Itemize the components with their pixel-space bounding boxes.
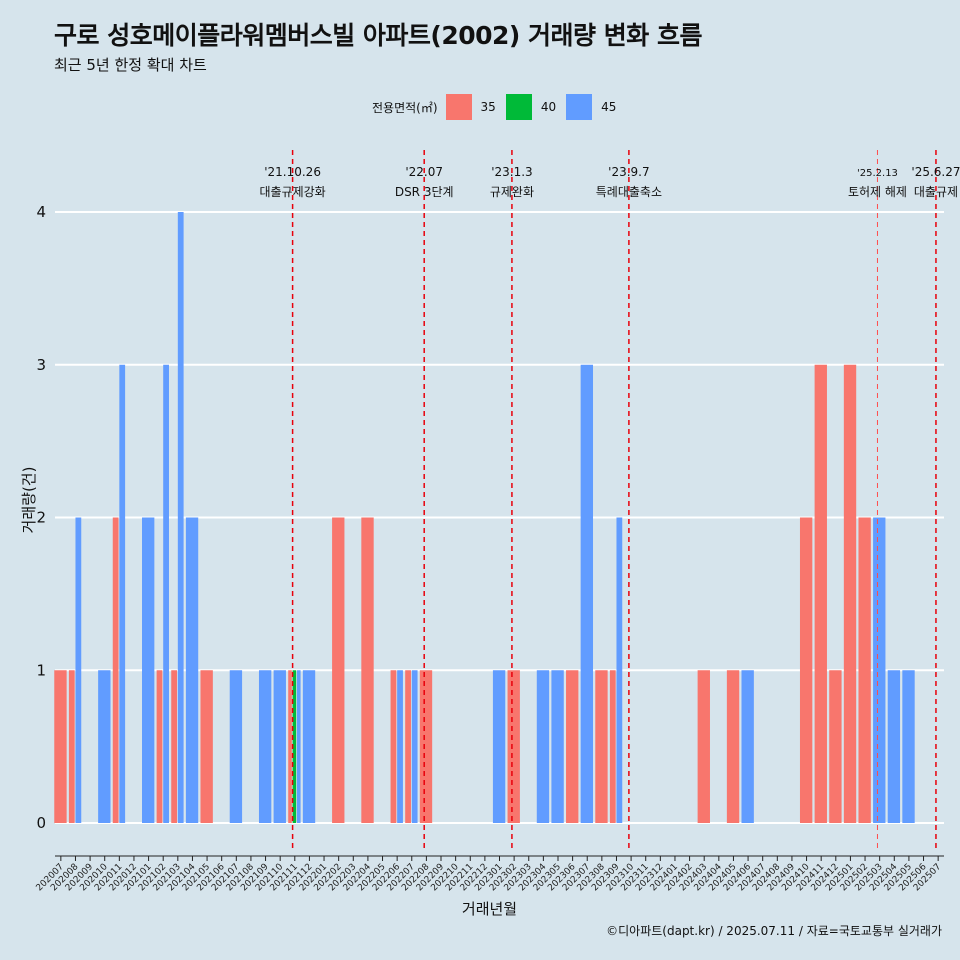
y-axis-title: 거래량(건) <box>20 467 38 534</box>
legend-label-35: 35 <box>480 100 496 114</box>
chart-title: 구로 성호메이플라워멤버스빌 아파트(2002) 거래량 변화 흐름 <box>54 21 702 50</box>
bar-45-202504 <box>887 670 901 823</box>
bar-45-202309 <box>616 517 623 823</box>
legend-item-35: 35 <box>445 94 496 120</box>
event-label: DSR 3단계 <box>395 185 454 199</box>
bar-45-202305 <box>551 670 564 823</box>
bar-45-202207 <box>411 670 418 823</box>
legend: 전용면적(㎡) 35 40 45 <box>372 93 626 121</box>
bar-35-202208 <box>419 670 433 823</box>
bar-35-202103 <box>171 670 178 823</box>
legend-title: 전용면적(㎡) <box>372 100 438 115</box>
bar-45-202110 <box>273 670 286 823</box>
bar-35-202111 <box>288 670 292 823</box>
bar-45-202010 <box>98 670 111 823</box>
bar-45-202109 <box>258 670 272 823</box>
bar-35-202011 <box>112 517 119 823</box>
event-label: 규제완화 <box>490 185 534 199</box>
bar-45-202206 <box>397 670 403 823</box>
y-tick-label: 2 <box>36 509 46 527</box>
bar-35-202403 <box>697 670 710 823</box>
bar-35-202302 <box>507 670 520 823</box>
bar-45-202107 <box>229 670 243 823</box>
bar-45-202304 <box>536 670 550 823</box>
legend-item-45: 45 <box>566 94 616 120</box>
legend-label-40: 40 <box>540 100 557 114</box>
bar-45-202112 <box>302 670 316 823</box>
event-date: '23.9.7 <box>608 165 649 179</box>
bar-45-202503 <box>873 517 886 823</box>
event-date: '23.1.3 <box>491 165 532 179</box>
bar-35-202309 <box>609 670 616 823</box>
bar-35-202202 <box>332 517 345 823</box>
event-label: 토허제 해제 <box>848 185 907 199</box>
event-date: '22.07 <box>405 165 443 179</box>
bar-35-202105 <box>200 670 213 823</box>
bar-45-202406 <box>741 670 754 823</box>
bar-35-202102 <box>156 670 163 823</box>
bar-35-202410 <box>799 517 813 823</box>
source-caption: ©디아파트(dapt.kr) / 2025.07.11 / 자료=국토교통부 실… <box>606 924 942 938</box>
bar-45-202101 <box>141 517 155 823</box>
legend-swatch-40 <box>505 94 532 120</box>
bar-45-202103 <box>177 212 184 823</box>
bar-45-202011 <box>119 364 126 823</box>
bar-35-202308 <box>595 670 608 823</box>
bar-45-202102 <box>163 364 169 823</box>
event-date: '21.10.26 <box>264 165 321 179</box>
bar-35-202207 <box>405 670 411 823</box>
legend-swatch-35 <box>445 94 472 120</box>
y-tick-label: 0 <box>36 814 46 832</box>
event-date: '25.2.13 <box>857 168 898 179</box>
bar-35-202405 <box>726 670 740 823</box>
bar-35-202501 <box>843 364 857 823</box>
bar-45-202307 <box>580 364 594 823</box>
bar-35-202412 <box>829 670 842 823</box>
chart-subtitle: 최근 5년 한정 확대 차트 <box>54 56 207 74</box>
bar-35-202411 <box>814 364 827 823</box>
bar-35-202206 <box>390 670 397 823</box>
bar-35-202306 <box>566 670 579 823</box>
bar-35-202502 <box>858 517 871 823</box>
event-label: 대출규제 <box>914 185 958 199</box>
bar-40-202111 <box>292 670 297 823</box>
bar-45-202505 <box>902 670 915 823</box>
bar-45-202008 <box>75 517 82 823</box>
legend-label-45: 45 <box>601 100 617 114</box>
bar-35-202008 <box>68 670 75 823</box>
bar-45-202104 <box>185 517 199 823</box>
bar-45-202301 <box>492 670 506 823</box>
bar-45-202111 <box>296 670 301 823</box>
bar-35-202204 <box>361 517 374 823</box>
event-label: 특례대출축소 <box>596 185 662 199</box>
legend-swatch-45 <box>566 94 593 120</box>
bar-35-202007 <box>54 670 67 823</box>
y-tick-label: 1 <box>36 661 46 679</box>
x-axis-title: 거래년월 <box>462 900 517 918</box>
y-tick-label: 4 <box>36 203 46 221</box>
y-tick-label: 3 <box>36 356 46 374</box>
legend-item-40: 40 <box>505 94 557 120</box>
event-date: '25.6.27 <box>911 165 960 179</box>
event-label: 대출규제강화 <box>259 185 325 199</box>
